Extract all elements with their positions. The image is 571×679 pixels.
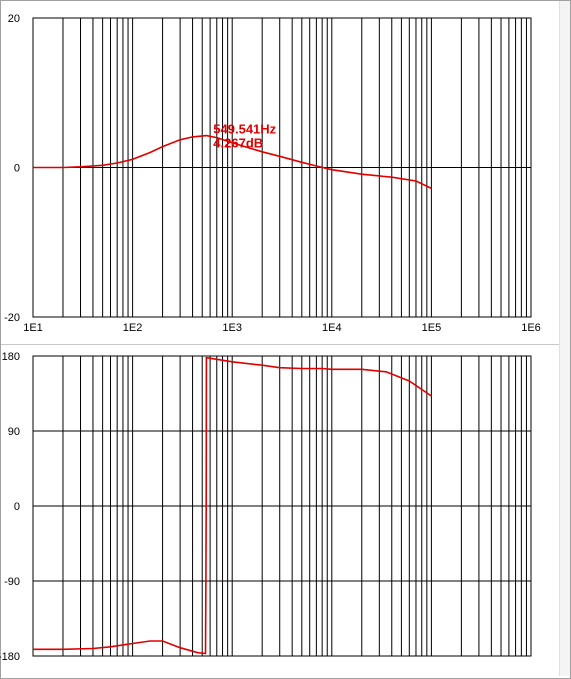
y-tick-label: 0 [14, 163, 20, 175]
magnitude-series-line [33, 134, 432, 190]
x-tick-label: 1E5 [422, 322, 442, 334]
phase-grid [32, 355, 531, 657]
x-tick-label: 1E3 [222, 322, 242, 334]
marker-frequency-label: 549.541Hz [213, 122, 276, 137]
y-tick-label: -180 [0, 651, 20, 663]
x-tick-label: 1E1 [23, 322, 43, 334]
phase-chart: 180 90 0 -90 -180 [0, 351, 532, 663]
y-tick-label: 0 [14, 501, 20, 513]
phase-series-line [33, 356, 432, 655]
magnitude-grid [32, 17, 531, 318]
x-tick-label: 1E6 [521, 322, 541, 334]
x-tick-label: 1E2 [123, 322, 143, 334]
y-tick-label: 20 [8, 13, 20, 25]
magnitude-chart: 20 0 -20 1E1 1E2 1E3 1E4 1E5 1E6 549.541Hz 4.26… [4, 13, 541, 334]
phase-plot-border [32, 355, 532, 657]
y-tick-label: -20 [4, 312, 20, 324]
vertical-scrollbar[interactable] [559, 1, 570, 676]
phase-panel-background [1, 344, 568, 678]
y-tick-label: 180 [2, 351, 20, 363]
magnitude-y-tick-labels: 20 0 -20 [4, 13, 20, 324]
y-tick-label: -90 [4, 576, 20, 588]
magnitude-x-tick-labels: 1E1 1E2 1E3 1E4 1E5 1E6 [23, 322, 541, 334]
phase-y-tick-labels: 180 90 0 -90 -180 [0, 351, 20, 663]
y-tick-label: 90 [8, 426, 20, 438]
x-tick-label: 1E4 [322, 322, 342, 334]
marker-value-label: 4.267dB [213, 136, 263, 151]
